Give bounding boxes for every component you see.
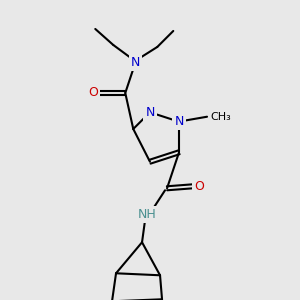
Text: CH₃: CH₃ [210,112,231,122]
Text: O: O [88,86,98,100]
Text: O: O [194,180,204,193]
Text: NH: NH [138,208,156,221]
Text: N: N [145,106,155,119]
Text: N: N [130,56,140,70]
Text: N: N [174,115,184,128]
